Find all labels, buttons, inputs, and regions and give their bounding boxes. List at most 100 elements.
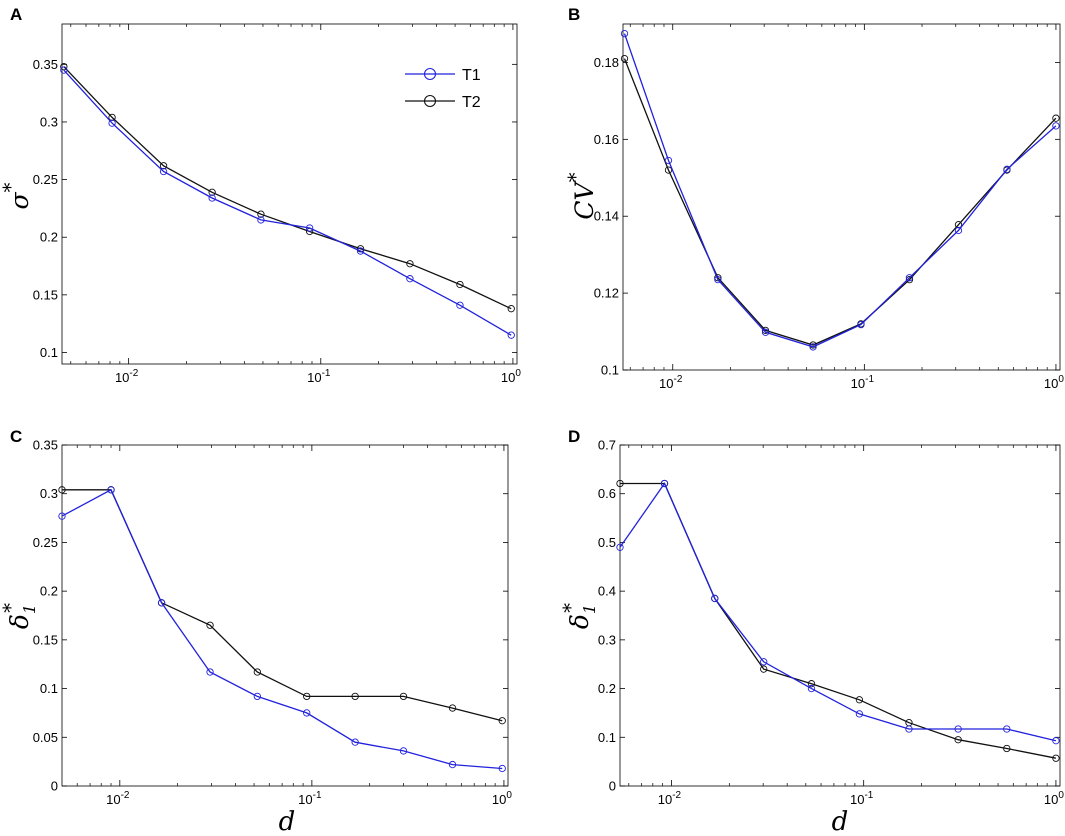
data-point-t2 bbox=[206, 621, 214, 629]
y-tick-label: 0.7 bbox=[598, 438, 616, 453]
data-point-t2 bbox=[1052, 754, 1060, 762]
panel-letter: A bbox=[10, 5, 22, 24]
data-point-t1 bbox=[498, 764, 506, 773]
y-tick-label: 0 bbox=[609, 779, 616, 794]
data-point-t2 bbox=[507, 305, 515, 313]
y-tick-label: 0.05 bbox=[33, 730, 58, 745]
y-tick-label: 0.15 bbox=[33, 287, 58, 302]
data-point-t2 bbox=[253, 668, 261, 676]
x-tick-label: 10-2 bbox=[115, 368, 139, 385]
y-tick-label: 0.3 bbox=[598, 632, 616, 647]
legend-label-t2: T2 bbox=[462, 94, 481, 111]
data-point-t1 bbox=[855, 710, 864, 718]
chart-panel-b: B 0.1 0.12 0.14 0.16 0.18 10-2 10-1 100 CV* bbox=[563, 5, 1064, 391]
y-tick-label: 0.1 bbox=[601, 363, 619, 378]
data-point-t2 bbox=[448, 704, 457, 712]
x-tick-label: 100 bbox=[1044, 790, 1064, 807]
data-point-t1 bbox=[857, 320, 865, 329]
data-point-t1 bbox=[448, 760, 457, 769]
data-point-t1 bbox=[616, 543, 624, 551]
series-line-t2 bbox=[63, 66, 512, 310]
data-point-t1 bbox=[257, 216, 265, 224]
data-point-t1 bbox=[1003, 725, 1011, 733]
y-tick-label: 0.35 bbox=[33, 57, 58, 72]
data-point-t2 bbox=[855, 696, 864, 704]
data-point-t2 bbox=[954, 221, 963, 229]
data-point-t1 bbox=[206, 668, 214, 676]
x-axis-label: d bbox=[832, 807, 849, 836]
data-point-t2 bbox=[406, 260, 414, 268]
chart-panel-d: D 0 0.1 0.2 0.3 0.4 0.5 0.6 0.7 10-2 10-1 100 δ1* d bbox=[558, 427, 1064, 836]
y-tick-label: 0.1 bbox=[40, 345, 58, 360]
data-point-t1 bbox=[905, 274, 914, 282]
y-tick-label: 0 bbox=[51, 779, 58, 794]
series-line-t1 bbox=[61, 488, 503, 770]
data-point-t1 bbox=[208, 194, 216, 202]
y-axis-label: δ1* bbox=[0, 603, 39, 629]
data-point-t1 bbox=[253, 692, 261, 701]
data-point-t1 bbox=[303, 709, 311, 717]
data-point-t2 bbox=[399, 692, 408, 701]
y-tick-label: 0.1 bbox=[40, 681, 58, 696]
data-point-t1 bbox=[664, 156, 673, 165]
x-tick-label: 100 bbox=[1044, 374, 1064, 391]
y-tick-label: 0.5 bbox=[598, 535, 616, 550]
data-point-t1 bbox=[807, 684, 816, 693]
data-point-t2 bbox=[954, 736, 962, 744]
data-point-t1 bbox=[1052, 737, 1060, 745]
data-point-t1 bbox=[714, 276, 722, 284]
y-tick-label: 0.3 bbox=[40, 486, 58, 501]
data-point-t1 bbox=[1003, 165, 1011, 173]
data-point-t1 bbox=[60, 66, 68, 74]
data-point-t2 bbox=[1003, 744, 1011, 753]
axes-frame bbox=[622, 23, 1061, 371]
data-point-t2 bbox=[498, 717, 506, 725]
data-point-t1 bbox=[157, 599, 166, 607]
data-point-t1 bbox=[107, 486, 115, 494]
data-point-t2 bbox=[714, 274, 722, 282]
x-tick-label: 10-1 bbox=[298, 790, 322, 807]
data-point-t1 bbox=[305, 224, 314, 232]
legend-label-t1: T1 bbox=[462, 67, 481, 84]
x-tick-label: 10-1 bbox=[850, 790, 874, 807]
data-point-t1 bbox=[406, 275, 414, 283]
data-point-t2 bbox=[664, 166, 673, 174]
data-point-t1 bbox=[1052, 122, 1060, 130]
y-tick-label: 0.15 bbox=[33, 632, 58, 647]
y-tick-label: 0.2 bbox=[40, 230, 58, 245]
y-tick-label: 0.25 bbox=[33, 535, 58, 550]
data-point-t2 bbox=[303, 692, 311, 701]
y-tick-label: 0.4 bbox=[598, 584, 616, 599]
data-point-t2 bbox=[351, 692, 359, 701]
x-tick-label: 10-2 bbox=[658, 790, 682, 807]
panel-letter: D bbox=[568, 427, 580, 446]
series-line-t1 bbox=[619, 482, 1057, 742]
data-point-t1 bbox=[711, 594, 719, 603]
y-tick-label: 0.6 bbox=[598, 486, 616, 501]
data-point-t2 bbox=[456, 280, 464, 289]
series-line-t1 bbox=[623, 33, 1057, 348]
legend-marker-t2 bbox=[423, 94, 437, 108]
y-tick-label: 0.25 bbox=[33, 172, 58, 187]
chart-panel-c: C 0 0.05 0.1 0.15 0.2 0.25 0.3 0.35 10-2 10-1 100 δ1… bbox=[0, 427, 512, 836]
axes-frame bbox=[61, 444, 509, 787]
y-axis-label: δ1* bbox=[558, 603, 599, 629]
chart-panel-a: A 0.1 0.15 0.2 0.25 0.3 0.35 10-2 10-1 100 σ* T1 T2 bbox=[0, 5, 521, 385]
data-point-t2 bbox=[616, 479, 624, 488]
x-tick-label: 100 bbox=[492, 790, 512, 807]
y-tick-label: 0.14 bbox=[594, 209, 619, 224]
series-line-t1 bbox=[63, 69, 512, 336]
data-point-t2 bbox=[159, 162, 168, 170]
y-tick-label: 0.12 bbox=[594, 286, 619, 301]
data-point-t1 bbox=[399, 747, 408, 755]
y-axis-label: CV* bbox=[563, 172, 599, 219]
data-point-t1 bbox=[905, 725, 913, 733]
data-point-t1 bbox=[660, 479, 669, 488]
data-point-t2 bbox=[257, 210, 265, 218]
data-point-t2 bbox=[905, 276, 914, 284]
series-line-t2 bbox=[623, 58, 1057, 346]
legend-marker-t1 bbox=[423, 67, 437, 81]
y-tick-label: 0.35 bbox=[33, 438, 58, 453]
axes-frame bbox=[619, 444, 1061, 787]
